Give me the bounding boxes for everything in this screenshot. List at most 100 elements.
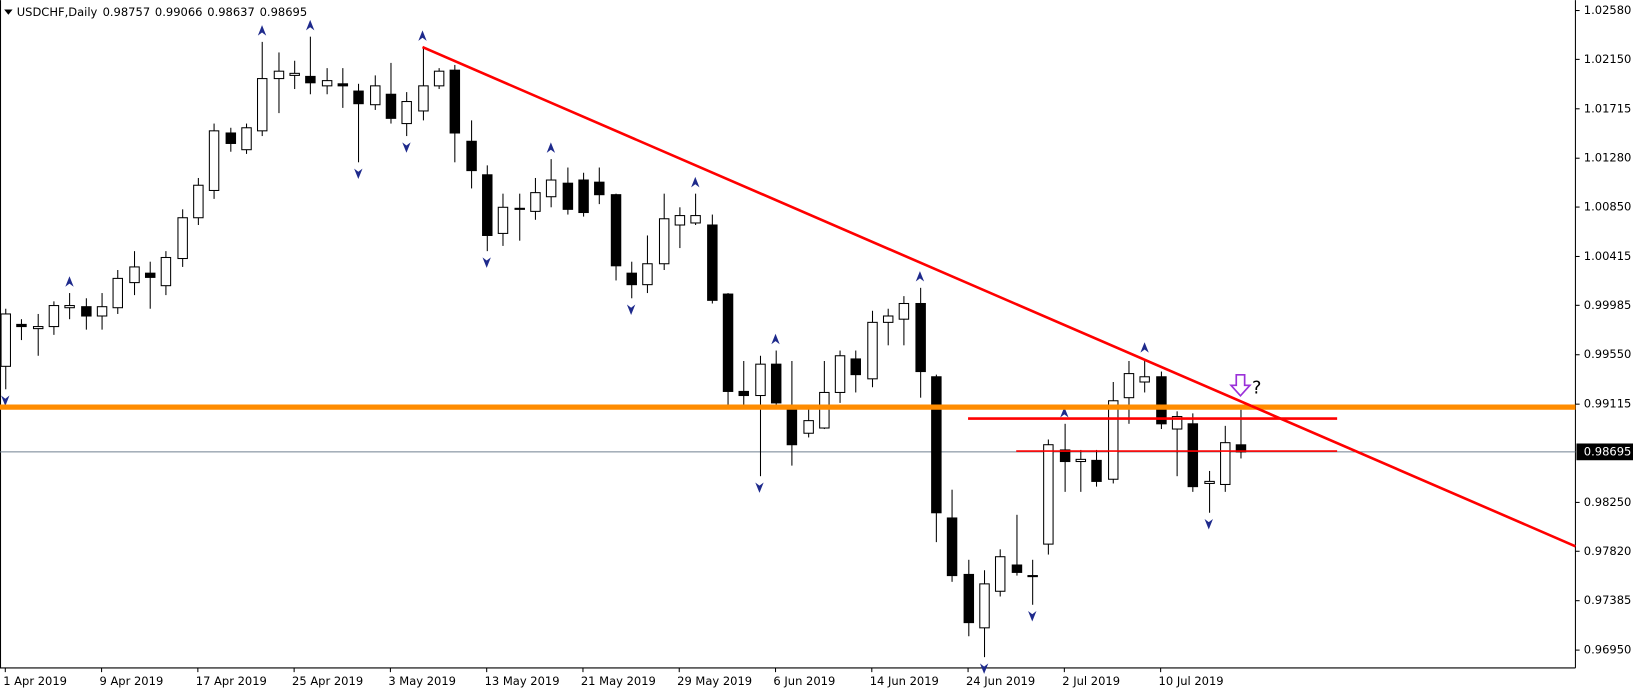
candle-body [497, 206, 509, 234]
candle-body [321, 80, 333, 87]
fractal-down [979, 663, 989, 674]
fractal-down [755, 482, 764, 493]
candle-body [1204, 480, 1215, 484]
candle-body [834, 355, 846, 393]
candle [963, 559, 975, 637]
candle-body [578, 179, 589, 214]
candle-body [1187, 423, 1199, 488]
candle-body [1091, 459, 1102, 482]
candle [32, 313, 44, 356]
candle [193, 177, 204, 226]
candle [594, 167, 605, 205]
candle [1059, 423, 1071, 492]
candle [867, 310, 878, 388]
y-tick-label: 0.99985 [1584, 298, 1632, 312]
candle-body [626, 272, 637, 286]
candle [610, 193, 622, 281]
candle [674, 207, 686, 249]
annotation-question: ? [1252, 377, 1261, 398]
trendline [421, 45, 1576, 548]
fractal-down [1, 395, 10, 407]
candle-body [979, 583, 990, 629]
candle-body [370, 85, 381, 106]
candle [642, 235, 653, 294]
fractal-up [65, 276, 74, 287]
candle [658, 193, 670, 270]
candle-body [658, 218, 670, 265]
fractal-down [1204, 519, 1213, 530]
candle-body [1139, 376, 1150, 383]
candle [81, 298, 92, 330]
x-tick-label: 10 Jul 2019 [1159, 674, 1224, 688]
fractal-down [402, 142, 411, 153]
fractal-up [1060, 407, 1069, 418]
x-tick-label: 14 Jun 2019 [870, 674, 939, 688]
current-price-box [1576, 443, 1633, 461]
fractal-up [546, 142, 556, 153]
candle-body [16, 323, 27, 328]
candle-body [81, 306, 92, 317]
candle [994, 549, 1006, 597]
y-tick-label: 0.97820 [1584, 544, 1632, 558]
candle [208, 123, 220, 199]
candle [1220, 425, 1231, 492]
candle [289, 60, 300, 90]
y-tick-label: 0.99115 [1584, 397, 1632, 411]
candle [1011, 514, 1023, 576]
candle-body [48, 305, 60, 328]
candle-body [418, 85, 429, 112]
candle-body [562, 182, 574, 210]
candle-body [594, 181, 605, 196]
candle [482, 165, 493, 252]
candle [946, 489, 958, 582]
candle-body [193, 184, 204, 219]
candle-body [289, 72, 300, 76]
candle [177, 209, 188, 267]
candle [337, 68, 349, 108]
candle [225, 127, 237, 152]
candle-body [1075, 458, 1087, 463]
y-tick-label: 1.02580 [1584, 3, 1632, 17]
candle [497, 193, 509, 246]
candle-body [786, 406, 798, 446]
candle [1171, 411, 1183, 477]
x-tick-label: 17 Apr 2019 [196, 674, 267, 688]
candle-body [946, 517, 958, 577]
candle [1123, 360, 1135, 424]
candle [931, 374, 942, 543]
candle [96, 293, 108, 330]
candle [0, 308, 11, 390]
candle-body [1171, 416, 1183, 430]
candle-body [994, 556, 1006, 592]
fractal-down [354, 168, 363, 180]
candle-body [466, 140, 477, 172]
candle [898, 296, 910, 346]
candle-body [819, 391, 830, 429]
candle [1139, 358, 1150, 393]
candle-body [305, 75, 316, 84]
candle-body [64, 305, 75, 309]
x-tick-label: 3 May 2019 [388, 674, 456, 688]
candle [321, 68, 333, 95]
candle [1075, 449, 1087, 492]
candle [578, 172, 589, 217]
candle-body [770, 363, 782, 404]
header-low: 0.98637 [207, 5, 255, 19]
purple-down-arrow [1229, 373, 1252, 398]
candle-body [1059, 449, 1071, 463]
y-tick-label: 0.96950 [1584, 643, 1632, 657]
candle [819, 360, 830, 430]
candle [1187, 413, 1199, 492]
candle [433, 68, 445, 90]
candle-body [482, 174, 493, 236]
y-tick-label: 0.98250 [1584, 495, 1632, 509]
candle-body [385, 93, 397, 119]
menu-triangle [4, 9, 13, 15]
fractal-up [257, 25, 267, 36]
symbol-label: USDCHF,Daily [17, 5, 98, 19]
candle [256, 41, 268, 137]
candle-body [963, 573, 975, 624]
candle [882, 308, 894, 346]
